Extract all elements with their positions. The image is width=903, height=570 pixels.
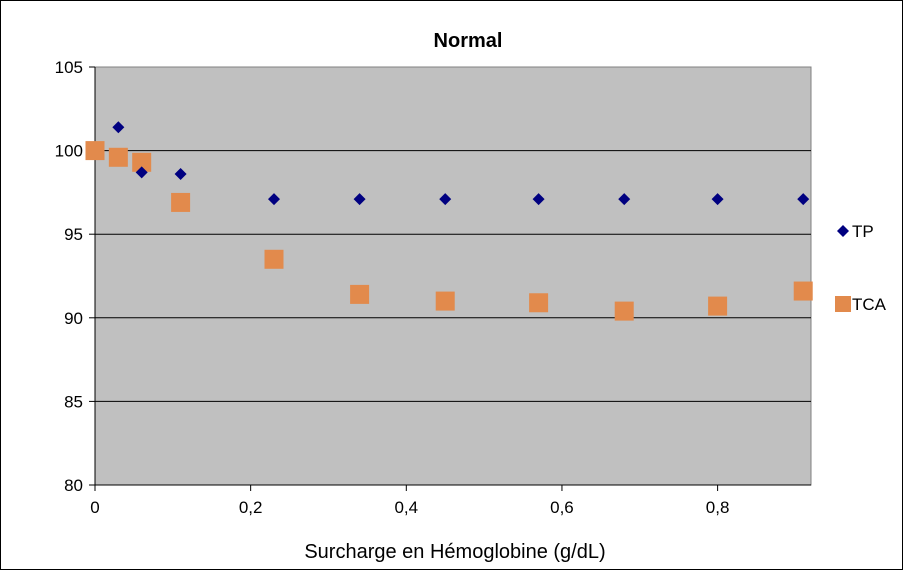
tp-point: [711, 193, 724, 206]
tca-point: [793, 281, 813, 301]
y-tick-label: 80: [64, 476, 83, 495]
tp-point: [112, 121, 125, 134]
tca-point: [350, 284, 370, 304]
legend-label-tp: TP: [852, 222, 874, 241]
x-tick-label: 0: [90, 498, 99, 517]
y-tick-label: 95: [64, 225, 83, 244]
tp-point: [439, 193, 452, 206]
tca-point: [264, 249, 284, 269]
legend-label-tca: TCA: [852, 295, 887, 314]
tca-point: [614, 301, 634, 321]
tca-point: [529, 293, 549, 313]
y-tick-label: 105: [55, 58, 83, 77]
y-tick-label: 85: [64, 392, 83, 411]
legend-marker-tca: [835, 296, 851, 312]
tp-point: [797, 193, 810, 206]
tp-point: [268, 193, 280, 206]
x-tick-label: 0,8: [706, 498, 730, 517]
series-tca: [85, 141, 813, 321]
legend: TP TCA: [835, 222, 887, 314]
tick-labels: 80 85 90 95 100 105 0 0,2 0,4 0,6 0,8: [55, 58, 730, 517]
x-tick-label: 0,4: [394, 498, 418, 517]
x-tick-label: 0,2: [239, 498, 263, 517]
tp-point: [135, 166, 148, 179]
tca-point: [132, 152, 152, 172]
tp-point: [532, 193, 545, 206]
tca-point: [708, 296, 728, 316]
tp-point: [353, 193, 366, 206]
tca-point: [435, 291, 455, 311]
tp-point: [618, 193, 631, 206]
series-tp: [112, 121, 810, 206]
tca-point: [108, 147, 128, 167]
legend-marker-tp: [837, 225, 849, 237]
x-axis-label: Surcharge en Hémoglobine (g/dL): [304, 541, 605, 563]
data-marks: [85, 121, 813, 321]
tp-point: [174, 168, 187, 181]
plot-area: [94, 66, 812, 486]
legend-item-tp: TP: [837, 222, 874, 241]
y-tick-label: 90: [64, 309, 83, 328]
axes: [89, 66, 811, 491]
tca-point: [85, 141, 105, 161]
chart-title: Normal: [434, 30, 503, 52]
tca-point: [171, 192, 191, 212]
x-tick-label: 0,6: [550, 498, 574, 517]
y-tick-label: 100: [55, 142, 83, 161]
gridlines: [95, 150, 811, 402]
legend-item-tca: TCA: [835, 295, 887, 314]
